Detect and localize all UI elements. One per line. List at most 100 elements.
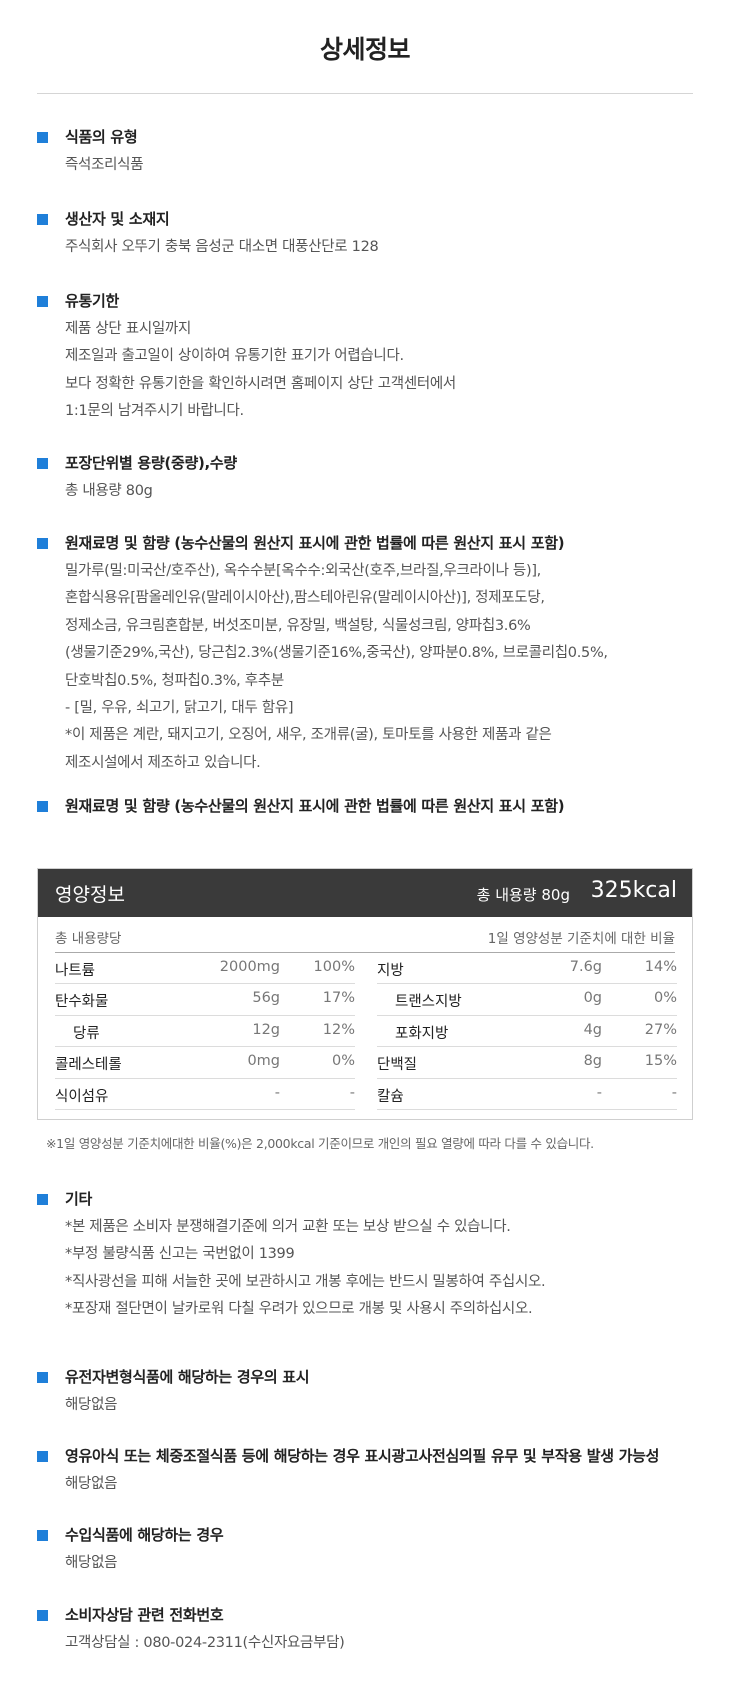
info-section: 기타 *본 제품은 소비자 분쟁해결기준에 의거 교환 또는 보상 받으실 수 있… [37,1188,707,1324]
nutrition-sub-right: 1일 영양성분 기준치에 대한 비율 [487,931,675,947]
section-title: 원재료명 및 함량 (농수산물의 원산지 표시에 관한 법률에 따른 원산지 표… [65,797,565,815]
square-bullet-icon [37,1610,48,1621]
info-section: 원재료명 및 함량 (농수산물의 원산지 표시에 관한 법률에 따른 원산지 표… [37,795,707,819]
nutrition-header: 영양정보 총 내용량 80g 325kcal [38,869,692,917]
section-line: (생물기준29%,국산), 당근칩2.3%(생물기준16%,중국산), 양파분0… [65,645,608,662]
nutrition-row: 콜레스테롤 0mg 0% [55,1047,355,1079]
nutrient-amount: 0mg [247,1053,280,1070]
nutrition-title: 영양정보 [55,884,125,906]
nutrient-name: 포화지방 [395,1025,449,1042]
nutrient-name: 나트륨 [55,963,96,979]
nutrition-row: 나트륨 2000mg 100% [55,953,355,985]
section-line: 주식회사 오뚜기 충북 음성군 대소면 대풍산단로 128 [65,239,379,255]
section-line: 고객상담실 : 080-024-2311(수신자요금부담) [65,1635,345,1651]
square-bullet-icon [37,1194,48,1205]
section-line: 제품 상단 표시일까지 [65,321,191,337]
nutrient-amount: 0g [583,990,602,1007]
section-line: 보다 정확한 유통기한을 확인하시려면 홈페이지 상단 고객센터에서 [65,375,456,392]
section-line: 해당없음 [65,1397,118,1413]
nutrient-name: 식이섬유 [55,1088,109,1105]
section-header: 유통기한 [37,290,707,314]
section-title: 원재료명 및 함량 (농수산물의 원산지 표시에 관한 법률에 따른 원산지 표… [65,534,565,552]
section-title: 수입식품에 해당하는 경우 [65,1526,224,1544]
nutrition-row: 탄수화물 56g 17% [55,984,355,1016]
section-line: 혼합식용유[팜올레인유(말레이시아산),팜스테아린유(말레이시아산)], 정제포… [65,590,545,607]
square-bullet-icon [37,214,48,225]
nutrient-amount: 4g [583,1021,602,1038]
nutrient-percent: - [349,1084,355,1101]
section-title: 생산자 및 소재지 [65,210,170,228]
section-line: 제조시설에서 제조하고 있습니다. [65,754,261,771]
title-divider [37,93,693,94]
info-section: 영유아식 또는 체중조절식품 등에 해당하는 경우 표시광고사전심의필 유무 및… [37,1445,707,1498]
section-line: *부정 불량식품 신고는 국번없이 1399 [65,1246,295,1263]
section-line: *본 제품은 소비자 분쟁해결기준에 의거 교환 또는 보상 받으실 수 있습니… [65,1219,511,1235]
nutrient-amount: 8g [583,1053,602,1070]
section-title: 유전자변형식품에 해당하는 경우의 표시 [65,1368,310,1386]
nutrition-total-content: 총 내용량 80g [476,886,570,904]
section-line: 밀가루(밀:미국산/호주산), 옥수수분[옥수수:외국산(호주,브라질,우크라이… [65,563,541,579]
section-line: 1:1문의 남겨주시기 바랍니다. [65,403,244,420]
section-line: 해당없음 [65,1476,118,1492]
section-line: *포장재 절단면이 날카로워 다칠 우려가 있으므로 개봉 및 사용시 주의하십… [65,1301,533,1318]
nutrition-column-left: 나트륨 2000mg 100% 탄수화물 56g 17% 당류 12g 12% 콜레스테롤 0mg 0… [55,953,355,1110]
section-body: 주식회사 오뚜기 충북 음성군 대소면 대풍산단로 128 [65,234,707,261]
square-bullet-icon [37,1530,48,1541]
nutrient-percent: - [671,1084,677,1101]
nutrition-subheader: 총 내용량당 1일 영양성분 기준치에 대한 비율 [55,917,675,953]
section-header: 영유아식 또는 체중조절식품 등에 해당하는 경우 표시광고사전심의필 유무 및… [37,1445,707,1469]
section-line: 즉석조리식품 [65,157,144,173]
section-header: 기타 [37,1188,707,1212]
section-line: *직사광선을 피해 서늘한 곳에 보관하시고 개봉 후에는 반드시 밀봉하여 주… [65,1273,546,1290]
section-body: 해당없음 [65,1392,707,1419]
nutrient-percent: 0% [331,1053,355,1070]
square-bullet-icon [37,801,48,812]
nutrient-name: 트랜스지방 [395,994,462,1011]
nutrition-table: 영양정보 총 내용량 80g 325kcal 총 내용량당 1일 영양성분 기준… [37,868,693,1120]
nutrition-row: 포화지방 4g 27% [377,1016,677,1048]
section-title: 유통기한 [65,292,120,310]
section-line: - [밀, 우유, 쇠고기, 닭고기, 대두 함유] [65,699,294,716]
nutrient-name: 콜레스테롤 [55,1057,122,1074]
nutrient-name: 지방 [377,963,404,979]
nutrient-percent: 15% [644,1053,677,1070]
nutrient-name: 당류 [73,1025,100,1042]
section-line: 단호박칩0.5%, 청파칩0.3%, 후추분 [65,672,284,689]
nutrient-percent: 17% [322,990,355,1007]
nutrient-amount: 7.6g [569,959,602,975]
section-line: 제조일과 출고일이 상이하여 유통기한 표기가 어렵습니다. [65,348,404,365]
section-header: 생산자 및 소재지 [37,208,707,232]
section-header: 포장단위별 용량(중량),수량 [37,452,707,476]
nutrition-row: 트랜스지방 0g 0% [377,984,677,1016]
nutrition-row: 당류 12g 12% [55,1016,355,1048]
square-bullet-icon [37,458,48,469]
section-title: 소비자상담 관련 전화번호 [65,1606,224,1624]
nutrient-percent: 14% [644,959,677,975]
section-title: 기타 [65,1190,93,1208]
section-body: 해당없음 [65,1550,707,1577]
nutrient-percent: 12% [322,1021,355,1038]
nutrient-amount: 2000mg [219,959,280,975]
section-header: 원재료명 및 함량 (농수산물의 원산지 표시에 관한 법률에 따른 원산지 표… [37,795,707,819]
nutrition-sub-left: 총 내용량당 [55,931,122,947]
nutrition-row: 칼슘 - - [377,1079,677,1110]
section-body: *본 제품은 소비자 분쟁해결기준에 의거 교환 또는 보상 받으실 수 있습니… [65,1214,707,1324]
section-body: 밀가루(밀:미국산/호주산), 옥수수분[옥수수:외국산(호주,브라질,우크라이… [65,558,707,777]
section-header: 식품의 유형 [37,126,707,150]
section-line: 총 내용량 80g [65,483,153,499]
nutrient-name: 단백질 [377,1057,418,1074]
section-body: 해당없음 [65,1471,707,1498]
section-title: 영유아식 또는 체중조절식품 등에 해당하는 경우 표시광고사전심의필 유무 및… [65,1447,660,1465]
square-bullet-icon [37,1451,48,1462]
square-bullet-icon [37,296,48,307]
nutrition-row: 단백질 8g 15% [377,1047,677,1079]
nutrient-amount: 12g [252,1021,280,1038]
nutrient-percent: 27% [644,1021,677,1038]
